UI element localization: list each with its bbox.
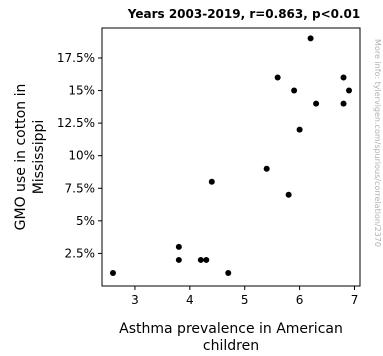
chart-title: Years 2003-2019, r=0.863, p<0.01 bbox=[127, 7, 361, 21]
scatter-point bbox=[340, 74, 347, 81]
scatter-point bbox=[340, 100, 347, 107]
scatter-point bbox=[197, 256, 204, 263]
x-axis-label-line-1: Asthma prevalence in American bbox=[119, 321, 343, 337]
scatter-point bbox=[274, 74, 281, 81]
y-axis: 2.5% 5% 7.5% 10% 12.5% 15% 17.5% bbox=[57, 51, 102, 260]
y-tick-label: 15% bbox=[68, 84, 95, 98]
scatter-point bbox=[285, 191, 292, 198]
scatter-point bbox=[109, 269, 116, 276]
scatter-point bbox=[346, 87, 353, 94]
scatter-point bbox=[291, 87, 298, 94]
data-points bbox=[109, 35, 353, 276]
y-axis-label-line-1: GMO use in cotton in bbox=[13, 84, 29, 231]
scatter-point bbox=[175, 243, 182, 250]
y-tick-label: 7.5% bbox=[65, 181, 96, 195]
y-axis-label-line-2: Mississippi bbox=[31, 120, 47, 195]
y-tick-label: 5% bbox=[76, 214, 95, 228]
scatter-point bbox=[203, 256, 210, 263]
y-tick-label: 12.5% bbox=[57, 116, 95, 130]
scatter-point bbox=[175, 256, 182, 263]
scatter-point bbox=[225, 269, 232, 276]
x-tick-label: 4 bbox=[186, 293, 194, 307]
scatter-point bbox=[307, 35, 314, 42]
watermark-text: More info: tylervigen.com/spurious/corre… bbox=[373, 39, 382, 247]
scatter-point bbox=[208, 178, 215, 185]
scatter-point bbox=[263, 165, 270, 172]
x-tick-label: 5 bbox=[241, 293, 249, 307]
x-tick-label: 7 bbox=[351, 293, 359, 307]
y-tick-label: 10% bbox=[68, 149, 95, 163]
y-tick-label: 17.5% bbox=[57, 51, 95, 65]
scatter-point bbox=[296, 126, 303, 133]
y-tick-label: 2.5% bbox=[65, 246, 96, 260]
x-tick-label: 3 bbox=[131, 293, 139, 307]
plot-area bbox=[101, 27, 361, 287]
scatter-point bbox=[313, 100, 320, 107]
x-tick-label: 6 bbox=[296, 293, 304, 307]
x-axis-label-line-2: children bbox=[203, 338, 259, 354]
x-axis: 3 4 5 6 7 bbox=[131, 286, 358, 307]
